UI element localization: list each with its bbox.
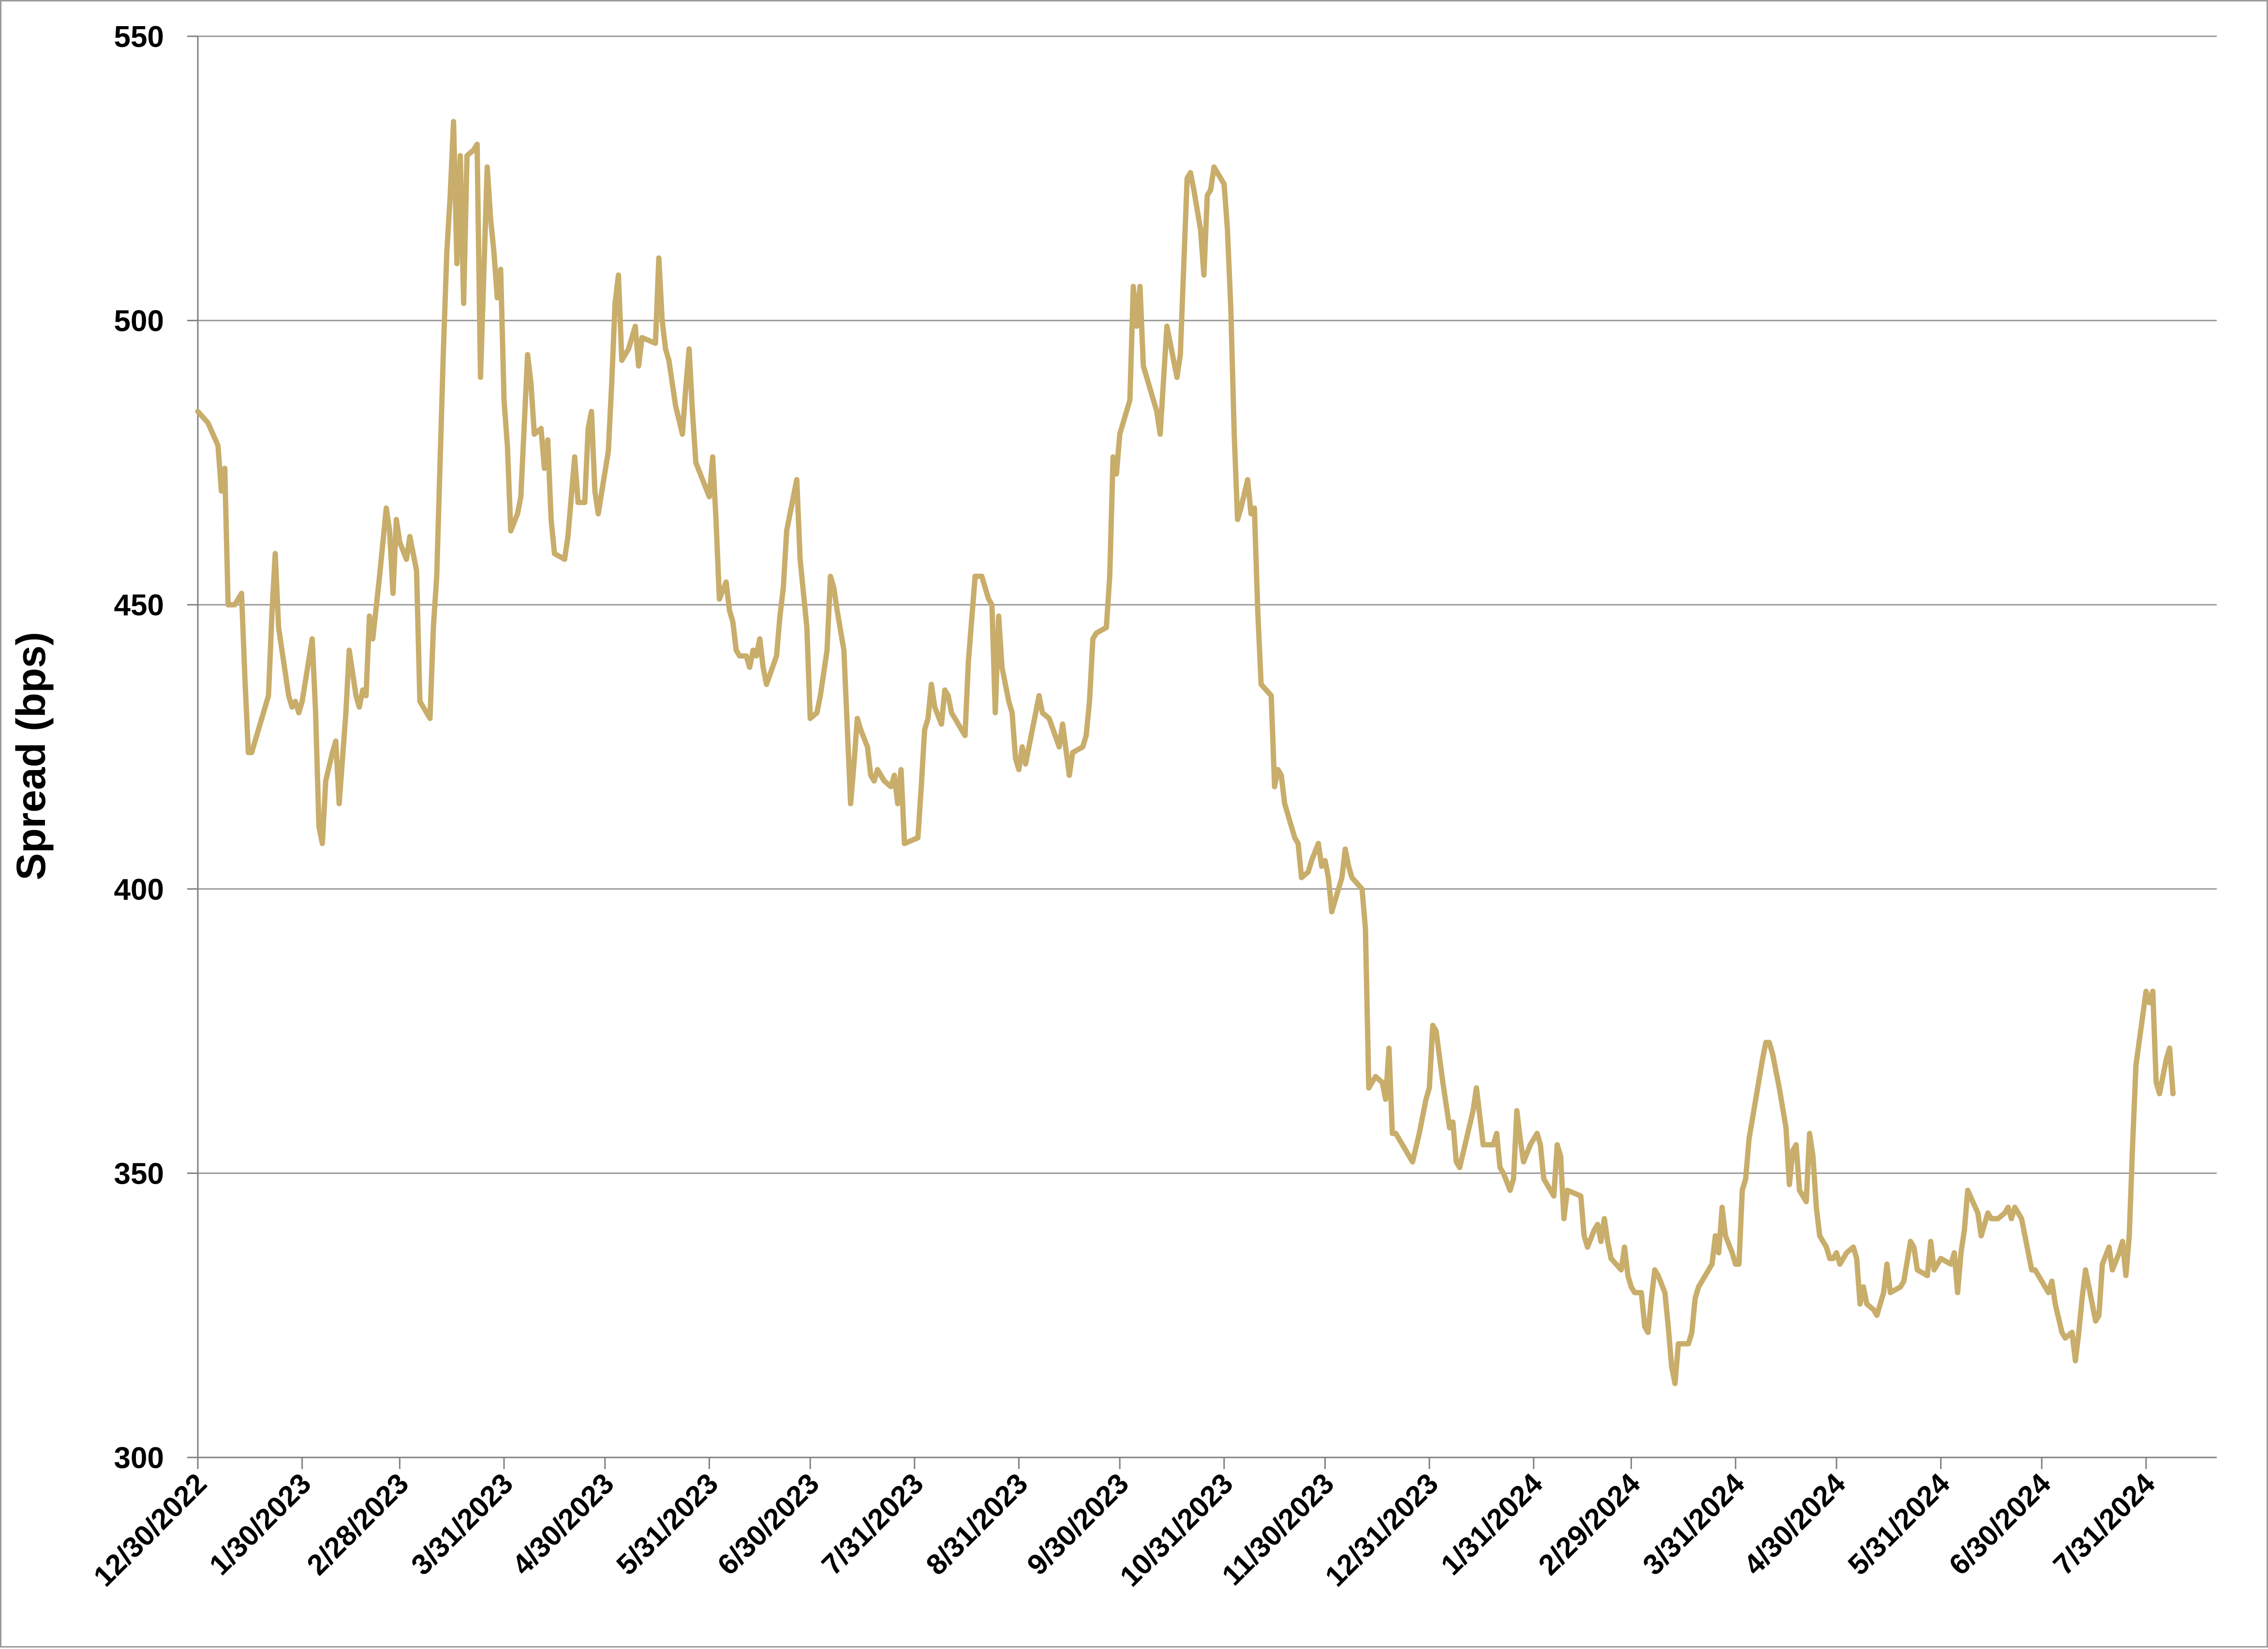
x-tick-label: 2/28/2023 [300,1467,415,1581]
series-line-spread [195,119,2176,1386]
axes [187,35,2217,1469]
x-tick-label: 12/31/2023 [1319,1467,1445,1593]
x-tick-label: 2/29/2024 [1532,1467,1647,1581]
x-tick-label: 5/31/2023 [610,1467,724,1581]
x-tick-labels: 12/30/20221/30/20232/28/20233/31/20234/3… [87,1467,2161,1592]
y-axis-title: Spread (bps) [8,632,54,880]
x-tick-label: 8/31/2023 [919,1467,1034,1581]
x-tick-label: 1/30/2023 [203,1467,317,1581]
series-layer [195,119,2176,1386]
x-tick-label: 12/30/2022 [87,1467,213,1593]
x-tick-label: 3/31/2023 [405,1467,519,1581]
y-tick-label: 300 [114,1441,164,1475]
x-tick-label: 6/30/2024 [1942,1467,2057,1581]
x-tick-label: 7/31/2023 [815,1467,930,1581]
y-tick-label: 500 [114,305,164,338]
x-tick-label: 7/31/2024 [2047,1467,2162,1581]
gridlines [198,35,2217,1174]
x-tick-label: 3/31/2024 [1636,1467,1751,1581]
y-tick-label: 400 [114,873,164,906]
x-tick-label: 1/31/2024 [1435,1467,1549,1581]
x-tick-label: 9/30/2023 [1021,1467,1135,1581]
y-tick-label: 350 [114,1157,164,1190]
x-tick-label: 4/30/2023 [506,1467,620,1581]
x-tick-label: 4/30/2024 [1737,1467,1852,1581]
x-tick-label: 6/30/2023 [711,1467,825,1581]
x-tick-label: 5/31/2024 [1842,1467,1957,1581]
y-tick-labels: 300 350 400 450 500 550 [114,20,164,1475]
y-tick-label: 550 [114,20,164,54]
y-tick-label: 450 [114,589,164,622]
